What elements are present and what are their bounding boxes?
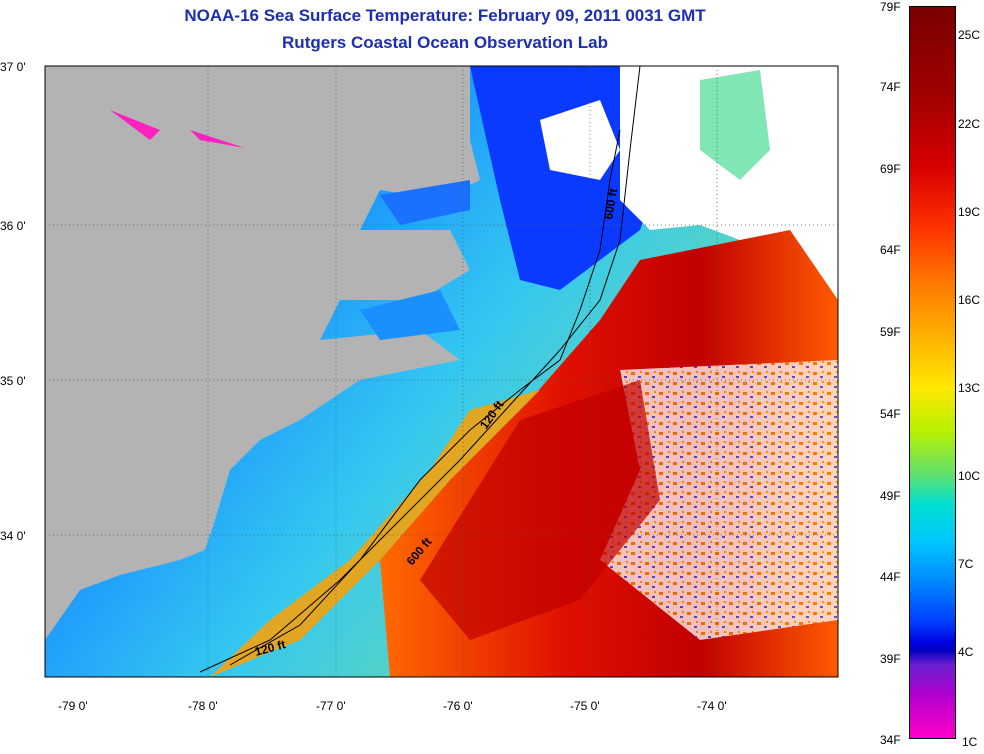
color-scale-bar	[909, 6, 956, 739]
graticule	[45, 66, 838, 677]
map-panel	[45, 66, 838, 677]
lon-label: -75 0'	[570, 699, 600, 713]
colorbar-f-label: 34F	[880, 733, 901, 747]
lat-label: 37 0'	[0, 60, 26, 74]
colorbar-f-label: 74F	[880, 80, 901, 94]
colorbar-c-label: 10C	[958, 469, 981, 483]
colorbar-c-label: 7C	[958, 557, 974, 571]
colorbar-f-label: 64F	[880, 243, 901, 257]
lon-label: -76 0'	[443, 699, 473, 713]
isobath-lines	[199, 65, 641, 673]
lon-label: -78 0'	[188, 699, 218, 713]
contour-label: 600 ft	[601, 187, 620, 220]
colorbar-f-label: 54F	[880, 407, 901, 421]
lon-label: -74 0'	[697, 699, 727, 713]
colorbar-c-label: 25C	[958, 28, 981, 42]
colorbar-c-label: 19C	[958, 205, 981, 219]
colorbar-f-label: 59F	[880, 325, 901, 339]
lat-label: 35 0'	[0, 374, 26, 388]
colorbar-f-label: 44F	[880, 570, 901, 584]
colorbar-c-label: 16C	[958, 293, 981, 307]
colorbar-c-label: 13C	[958, 381, 981, 395]
colorbar-c-label: 22C	[958, 117, 981, 131]
colorbar-c-label: 1C	[962, 735, 978, 749]
lat-label: 34 0'	[0, 529, 26, 543]
lon-label: -77 0'	[316, 699, 346, 713]
colorbar-f-label: 79F	[880, 0, 901, 14]
colorbar-c-label: 4C	[958, 645, 974, 659]
map-title: NOAA-16 Sea Surface Temperature: Februar…	[184, 6, 706, 25]
lon-label: -79 0'	[58, 699, 88, 713]
map-frame	[44, 65, 839, 678]
colorbar-f-label: 49F	[880, 489, 901, 503]
map-subtitle: Rutgers Coastal Ocean Observation Lab	[282, 33, 608, 52]
colorbar-f-label: 39F	[880, 652, 901, 666]
colorbar-f-label: 69F	[880, 162, 901, 176]
lat-label: 36 0'	[0, 219, 26, 233]
